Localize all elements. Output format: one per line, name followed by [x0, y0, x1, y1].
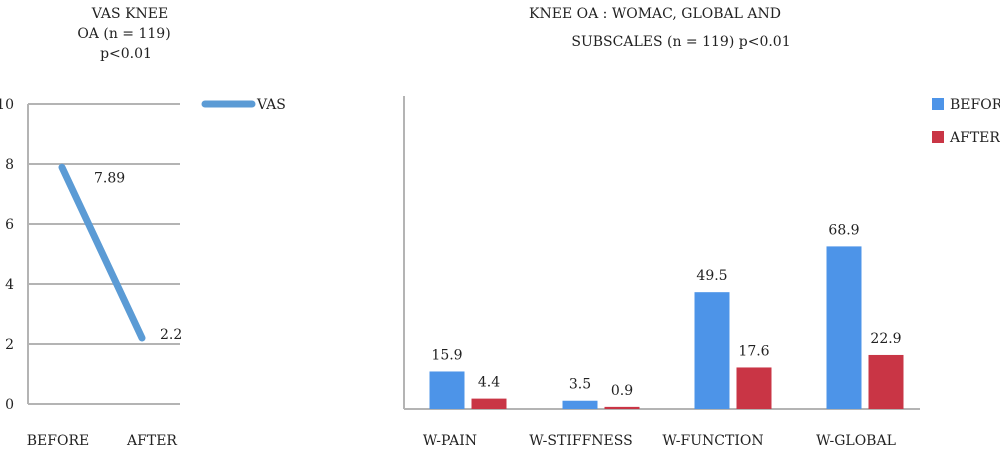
womac-x-axis-ticks: W-PAIN W-STIFFNESS W-FUNCTION W-GLOBAL [423, 433, 896, 449]
vas-legend: VAS [201, 97, 286, 113]
womac-bar-before-w-pain [429, 371, 465, 409]
womac-data-label-before-w-function: 49.5 [696, 268, 727, 284]
vas-y-tick-2: 4 [5, 277, 14, 293]
womac-bar-before-w-function [694, 292, 730, 409]
vas-data-label-1: 2.2 [160, 327, 182, 343]
womac-bar-after-w-function [736, 367, 772, 409]
womac-data-label-before-w-global: 68.9 [828, 222, 859, 238]
womac-bar-before-w-stiffness [562, 400, 598, 409]
womac-bar-after-w-global [868, 354, 904, 409]
womac-data-label-before-w-pain: 15.9 [431, 347, 462, 363]
vas-x-tick-before: BEFORE [27, 433, 89, 449]
vas-x-tick-after: AFTER [126, 433, 177, 449]
womac-title-line-2: SUBSCALES (n = 119) p<0.01 [571, 34, 790, 50]
womac-x-tick-w-global: W-GLOBAL [816, 433, 896, 449]
womac-x-tick-w-stiffness: W-STIFFNESS [529, 433, 632, 449]
womac-data-label-after-w-global: 22.9 [870, 331, 901, 347]
vas-data-label-0: 7.89 [94, 170, 125, 186]
vas-series: 7.89 2.2 [58, 163, 182, 343]
womac-bar-before-w-global [826, 246, 862, 409]
womac-bar-after-w-stiffness [604, 406, 640, 409]
vas-y-axis-ticks: 0 2 4 6 8 10 [0, 97, 14, 413]
vas-x-axis-ticks: BEFORE AFTER [27, 433, 178, 449]
vas-title-line-3: p<0.01 [100, 46, 152, 62]
womac-data-label-before-w-stiffness: 3.5 [569, 377, 591, 393]
womac-bar-after-w-pain [471, 398, 507, 409]
womac-data-label-after-w-pain: 4.4 [478, 375, 500, 391]
vas-title-line-2: OA (n = 119) [77, 26, 170, 42]
vas-grid [27, 103, 180, 405]
womac-legend-swatch-after [932, 131, 944, 143]
womac-data-label-after-w-function: 17.6 [738, 343, 769, 359]
womac-legend-label-before: BEFORE [950, 97, 1000, 113]
womac-bars: 15.9 3.5 49.5 68.9 4.4 0.9 17.6 22.9 [429, 222, 904, 409]
womac-legend-label-after: AFTER [949, 130, 1000, 146]
womac-data-label-after-w-stiffness: 0.9 [611, 383, 633, 399]
womac-legend-swatch-before [932, 98, 944, 110]
womac-x-tick-w-function: W-FUNCTION [662, 433, 763, 449]
vas-series-line [58, 163, 146, 342]
womac-title-line-1: KNEE OA : WOMAC, GLOBAL AND [529, 6, 781, 22]
vas-y-tick-1: 2 [5, 337, 14, 353]
vas-y-tick-4: 8 [5, 157, 14, 173]
vas-y-tick-3: 6 [5, 217, 14, 233]
womac-legend: BEFORE AFTER [932, 97, 1000, 146]
vas-title-line-1: VAS KNEE [91, 6, 168, 22]
vas-y-tick-5: 10 [0, 97, 14, 113]
womac-x-tick-w-pain: W-PAIN [423, 433, 477, 449]
vas-legend-label: VAS [256, 97, 286, 113]
vas-y-tick-0: 0 [5, 397, 14, 413]
